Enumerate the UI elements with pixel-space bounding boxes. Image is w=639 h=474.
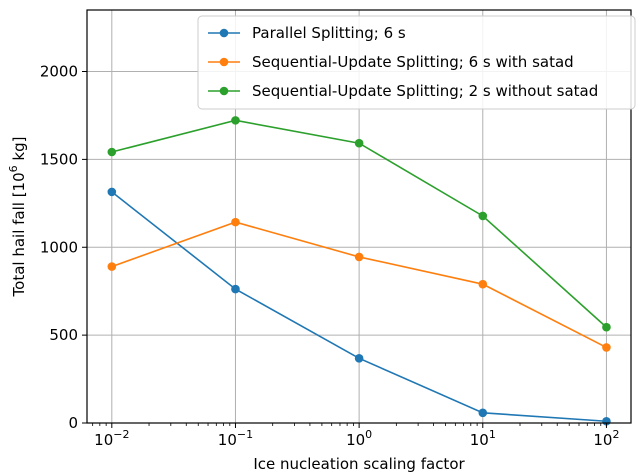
x-tick-label: 10−2 <box>94 428 129 449</box>
series-3 <box>107 116 611 332</box>
legend-item: Sequential-Update Splitting; 2 s without… <box>208 82 598 100</box>
y-axis-label-prefix: Total hail fall [10 <box>10 172 28 297</box>
x-tick-label: 102 <box>593 428 619 449</box>
data-point <box>107 262 117 271</box>
legend-label: Sequential-Update Splitting; 2 s without… <box>252 82 598 100</box>
legend-box <box>197 15 636 110</box>
x-tick-label: 100 <box>346 428 372 449</box>
data-point <box>602 322 611 332</box>
x-axis-label: Ice nucleation scaling factor <box>253 455 465 473</box>
series-2 <box>107 217 611 352</box>
data-point <box>231 284 240 294</box>
x-tick-label: 101 <box>470 428 496 449</box>
y-tick-label: 500 <box>49 326 78 344</box>
legend-swatch-marker <box>219 86 229 96</box>
data-point <box>478 408 488 418</box>
data-point <box>107 187 117 197</box>
data-point <box>602 343 611 352</box>
x-axis-ticks: 10−2 10−1 100 101 102 <box>92 423 619 449</box>
y-tick-label: 2000 <box>40 63 78 81</box>
data-point <box>354 252 364 262</box>
legend-item: Sequential-Update Splitting; 6 s with sa… <box>208 53 574 71</box>
legend-label: Parallel Splitting; 6 s <box>252 24 406 42</box>
data-point <box>231 116 240 125</box>
data-point <box>231 217 240 227</box>
data-point <box>107 147 117 157</box>
legend-item: Parallel Splitting; 6 s <box>208 24 406 42</box>
data-point <box>478 211 488 221</box>
y-axis-label-suffix: kg] <box>10 137 28 166</box>
data-point <box>478 279 488 289</box>
y-axis-label: Total hail fall [106 kg] <box>7 137 28 298</box>
y-tick-label: 0 <box>68 414 78 432</box>
x-tick-label: 10−1 <box>218 428 253 449</box>
legend-swatch-marker <box>219 28 229 38</box>
y-tick-label: 1500 <box>40 150 78 168</box>
legend: Parallel Splitting; 6 s Sequential-Update… <box>197 15 636 110</box>
data-point <box>354 138 364 148</box>
y-tick-label: 1000 <box>40 238 78 256</box>
data-point <box>354 354 364 363</box>
legend-label: Sequential-Update Splitting; 6 s with sa… <box>252 53 574 71</box>
series-1 <box>107 187 611 426</box>
series-layer <box>107 116 611 426</box>
y-axis-ticks: 0 500 1000 1500 2000 <box>40 63 87 432</box>
legend-swatch-marker <box>219 57 229 67</box>
y-axis-label-sup: 6 <box>7 165 20 172</box>
